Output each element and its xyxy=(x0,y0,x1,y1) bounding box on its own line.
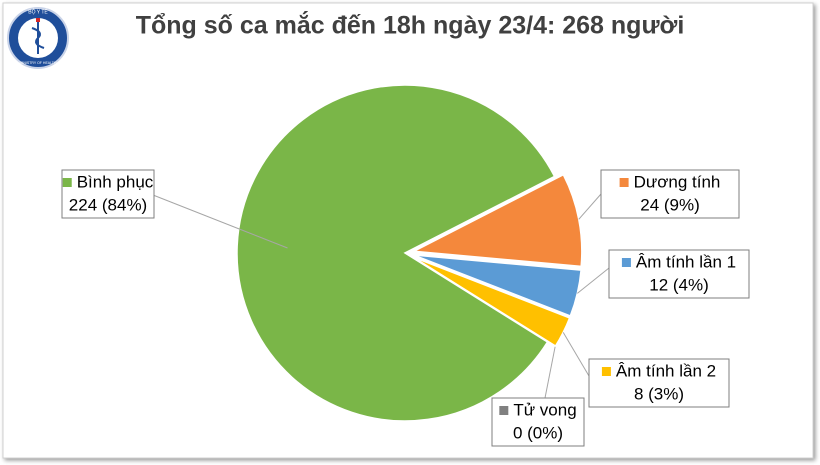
value-label: 224 (84%) xyxy=(69,195,147,214)
label-name: Tử vong xyxy=(513,400,576,419)
legend-swatch xyxy=(62,178,72,187)
label-box xyxy=(608,249,750,299)
leader-line xyxy=(577,267,610,294)
leader-line xyxy=(544,346,556,399)
value-label: 8 (3%) xyxy=(634,384,684,403)
pie-slice xyxy=(411,173,583,268)
legend-swatch xyxy=(499,406,509,415)
label-name: Âm tính lần 1 xyxy=(636,252,736,271)
legend-swatch xyxy=(619,178,629,187)
label-name: Dương tính xyxy=(634,172,721,191)
pie-slice xyxy=(412,256,571,348)
data-label: Âm tính lần 1 12 (4%) xyxy=(608,249,750,299)
logo: BỘ Y TẾ MINISTRY OF HEALTH xyxy=(7,7,69,69)
data-label: Bình phục 224 (84%) xyxy=(61,169,155,219)
value-label: 12 (4%) xyxy=(649,275,709,294)
label-box xyxy=(61,169,155,219)
data-label: Tử vong 0 (0%) xyxy=(491,397,585,447)
logo-top: BỘ Y TẾ xyxy=(28,8,48,15)
legend-swatch xyxy=(621,258,631,267)
pie-slice xyxy=(413,254,582,317)
data-label: Âm tính lần 2 8 (3%) xyxy=(588,358,730,408)
leader-line xyxy=(152,194,288,249)
legend-swatch xyxy=(601,367,611,376)
leader-line xyxy=(562,332,590,377)
chart-title: Tổng số ca mắc đến 18h ngày 23/4: 268 ng… xyxy=(136,10,685,40)
leader-line xyxy=(578,193,602,220)
label-box xyxy=(588,358,730,408)
value-label: 24 (9%) xyxy=(640,195,700,214)
logo-bottom: MINISTRY OF HEALTH xyxy=(20,61,57,65)
data-label: Dương tính 24 (9%) xyxy=(600,169,740,219)
pie-slice xyxy=(236,84,556,422)
label-name: Bình phục xyxy=(77,172,154,191)
value-label: 0 (0%) xyxy=(513,423,563,442)
label-name: Âm tính lần 2 xyxy=(616,361,716,380)
